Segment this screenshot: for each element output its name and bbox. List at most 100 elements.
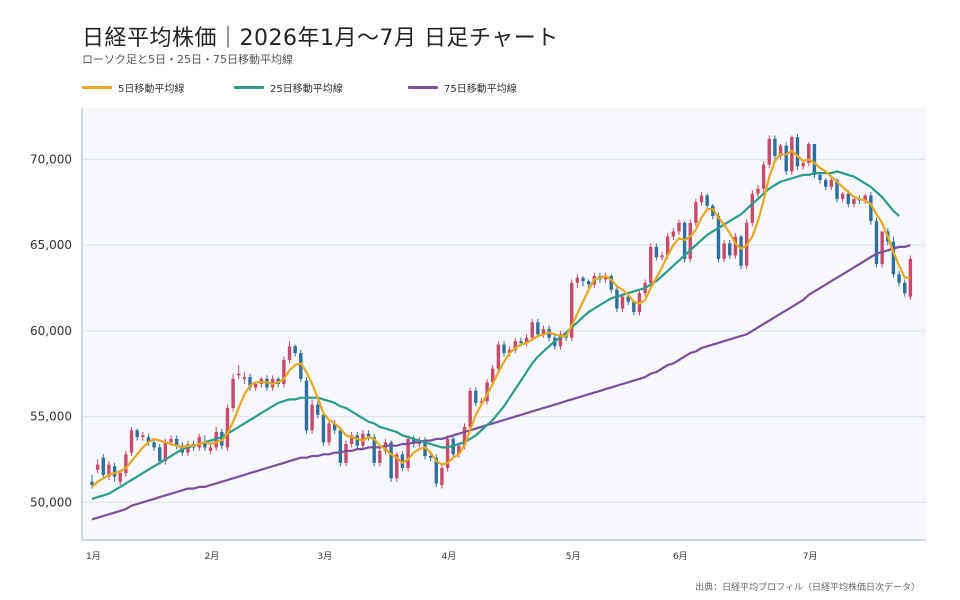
candle [773,135,777,160]
legend-label-ma25: 25日移動平均線 [270,84,343,95]
candle [558,330,563,350]
y-tick-label: 70,000 [30,152,72,166]
candle [874,217,879,268]
candle [767,135,771,168]
candle-body [570,282,574,338]
y-tick-label: 50,000 [30,495,72,509]
legend-label-ma5: 5日移動平均線 [118,84,185,95]
candle-body [118,473,122,482]
candle-body [90,481,94,486]
candle [750,190,755,227]
x-tick-label: 6月 [673,551,688,562]
candle-body [287,346,292,360]
candle [536,318,540,338]
candle-body [513,341,517,350]
candle-body [891,241,896,275]
candle [807,142,811,167]
candle-body [519,341,523,343]
candle [761,161,766,192]
candle-body [790,137,794,172]
candle-body [688,222,692,259]
candle-body [586,281,591,285]
candle [852,198,856,208]
x-tick-label: 7月 [803,551,818,562]
ma75-line [91,244,911,521]
candle-body [225,408,230,448]
candle [733,233,738,259]
candle-body [242,377,247,379]
candle [671,228,676,240]
candle-body [530,322,534,338]
candle-body [620,296,625,309]
candle-body [491,368,495,383]
candle-body [897,274,901,283]
candle [530,318,534,342]
chart-title: 日経平均株価｜2026年1月〜7月 日足チャート [82,26,559,51]
candle [502,341,506,357]
candle-body [823,180,828,187]
candle-body [158,447,162,462]
candle [107,461,111,480]
candle-body [434,457,438,484]
candle-body [773,138,777,156]
legend-swatch-ma75 [408,86,438,89]
plot-background [82,108,926,540]
candle-body [795,137,800,167]
candle-body [863,195,867,201]
candle-body [739,236,743,266]
candle [649,243,653,287]
candle [406,435,410,472]
candle [468,387,472,431]
candle-body [496,344,501,369]
candle [897,270,901,287]
candle-body [366,433,371,438]
candle-body [101,457,105,475]
candle-body [575,277,580,283]
candle-body [395,454,399,479]
candle [287,341,292,364]
candle [248,373,252,391]
candle-body [807,144,811,163]
candle-body [174,438,179,446]
candle-body [316,404,320,415]
legend-item-ma5: 5日移動平均線 [82,80,184,95]
y-tick-label: 65,000 [30,238,72,252]
candle [863,193,867,204]
candle [344,440,348,467]
candle-body [699,195,704,203]
candle [282,356,286,388]
candle-body [479,401,484,403]
candle-body [293,346,297,354]
candle [304,377,309,434]
candle-body [332,423,337,431]
candle-body [400,454,405,468]
candle [124,450,128,477]
legend-item-ma25: 25日移動平均線 [234,80,343,95]
candle [823,178,828,191]
candle-body [253,384,258,388]
candle-body [558,334,563,347]
candle [869,192,873,225]
candle-body [603,276,608,280]
candle-body [829,180,834,187]
candle-body [197,437,201,448]
candle [231,373,235,412]
candle-body [733,236,738,256]
candle [829,176,834,191]
candle-body [474,390,478,403]
candle [220,428,224,450]
candle [880,231,884,268]
candle-body [372,437,376,463]
candle [903,279,907,297]
candle [891,236,896,278]
candle-body [299,353,303,379]
candle [818,173,822,184]
candle [400,450,405,472]
candle-body [750,193,755,223]
candle-body [581,277,585,282]
candle-body [304,380,309,431]
candle [513,337,517,354]
candle [739,234,743,270]
candle-body [903,282,907,294]
candle [378,447,382,467]
